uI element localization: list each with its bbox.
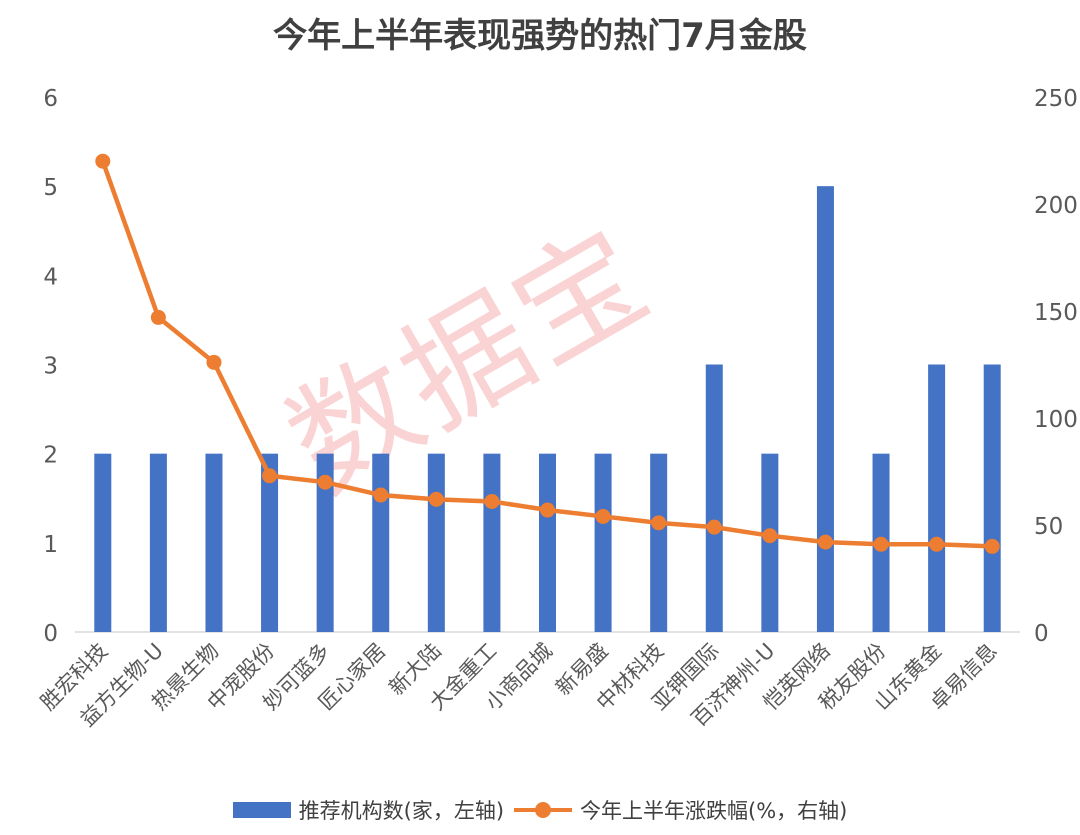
left-tick-label: 4 [43, 264, 58, 290]
line-point [984, 538, 1000, 554]
bar [928, 364, 946, 632]
bar [705, 364, 723, 632]
bar [372, 453, 390, 632]
line-point [540, 502, 555, 518]
line-point [762, 528, 778, 544]
left-tick-label: 5 [43, 175, 58, 201]
left-tick-label: 2 [43, 443, 58, 469]
bar [539, 453, 556, 632]
bar [983, 364, 1001, 632]
bar [149, 453, 167, 632]
right-tick-label: 50 [1034, 514, 1063, 540]
line-point [484, 493, 500, 509]
left-tick-label: 6 [43, 86, 58, 112]
line-point [95, 153, 111, 169]
right-tick-label: 0 [1034, 621, 1049, 647]
line-point [373, 487, 389, 503]
line-point [595, 508, 611, 524]
line-point [706, 519, 722, 535]
bar [205, 453, 223, 632]
bar [650, 453, 668, 632]
left-tick-label: 3 [43, 354, 58, 380]
left-tick-label: 0 [43, 621, 58, 647]
legend-label-bars: 推荐机构数(家，左轴) [298, 799, 505, 823]
right-tick-label: 250 [1034, 86, 1078, 112]
line-point [651, 515, 667, 531]
bar [427, 453, 445, 632]
bar [483, 453, 501, 632]
line-point [817, 534, 833, 550]
line-point [150, 309, 166, 325]
line-point [428, 491, 444, 507]
line-point [262, 468, 278, 484]
line-point [317, 474, 333, 490]
line-point [873, 536, 889, 552]
line-point [206, 354, 222, 370]
right-tick-label: 100 [1034, 407, 1078, 433]
legend: 推荐机构数(家，左轴) 今年上半年涨跌幅(%，右轴) [0, 795, 1080, 825]
bar [94, 453, 112, 632]
legend-label-line: 今年上半年涨跌幅(%，右轴) [580, 799, 848, 823]
bar [316, 453, 334, 632]
left-tick-label: 1 [43, 532, 58, 558]
bar [816, 186, 834, 632]
legend-item-bars: 推荐机构数(家，左轴) [232, 795, 505, 825]
legend-line-swatch [514, 802, 573, 818]
right-tick-label: 150 [1034, 300, 1078, 326]
legend-item-line: 今年上半年涨跌幅(%，右轴) [514, 795, 847, 825]
right-tick-label: 200 [1034, 193, 1078, 219]
bar [594, 453, 612, 632]
chart-title: 今年上半年表现强势的热门7月金股 [273, 16, 807, 56]
bar [261, 453, 279, 632]
legend-bar-swatch [232, 802, 291, 818]
line-point [929, 536, 945, 552]
